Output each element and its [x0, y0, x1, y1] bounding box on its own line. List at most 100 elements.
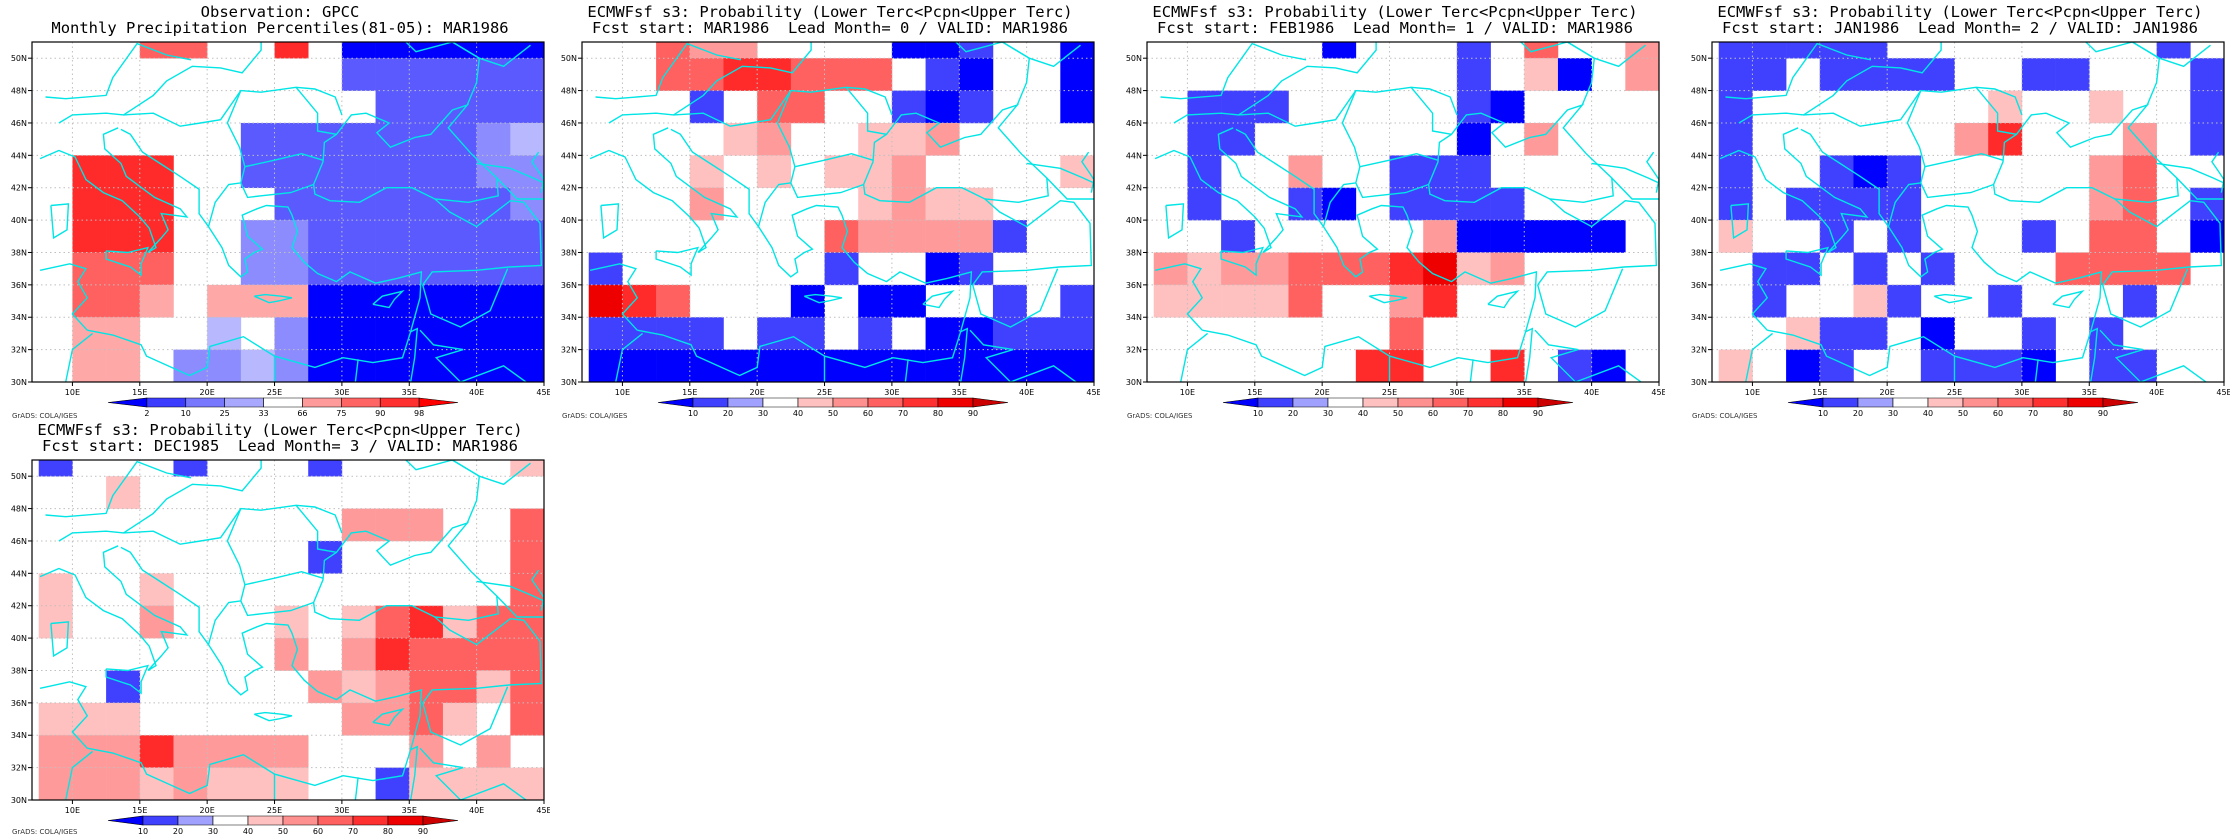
heatmap-cell [341, 508, 376, 542]
x-tick-label: 15E [132, 388, 147, 397]
y-tick-label: 32N [11, 346, 27, 355]
coastline [419, 747, 528, 800]
x-tick-label: 10E [615, 388, 630, 397]
map-forecast-lead1: 10E 15E 20E 25E 30E 35E 40E 45E 30N 32N 34N 36N 38N 4… [1126, 41, 1665, 418]
y-tick-label: 34N [11, 313, 27, 322]
map-frame [581, 41, 1095, 383]
heatmap-cell [1490, 252, 1525, 286]
heatmap-cell [1786, 252, 1821, 286]
x-tick-label: 35E [402, 806, 417, 815]
heatmap-cell [1752, 284, 1787, 318]
heatmap-cell [2089, 317, 2124, 350]
heatmap-cell [790, 317, 825, 350]
heatmap-cell [2089, 90, 2124, 124]
colorbar-swatch [422, 815, 459, 826]
heatmap-cell [38, 460, 73, 477]
coastline [419, 329, 528, 382]
colorbar-swatch [2032, 397, 2069, 408]
coastline [608, 86, 893, 127]
colorbar-swatch [224, 397, 264, 408]
heatmap-cell [858, 349, 893, 382]
heatmap-cell [824, 349, 859, 382]
colorbar-label: 80 [2063, 409, 2073, 418]
heatmap-cell [891, 122, 926, 156]
heatmap-cell [375, 252, 410, 286]
heatmap-cell [375, 90, 410, 124]
heatmap-cell [442, 284, 477, 318]
heatmap-cell [1752, 42, 1787, 59]
heatmap-cell [925, 42, 960, 59]
heatmap-cell [409, 735, 444, 768]
y-tick-label: 44N [1126, 151, 1142, 160]
heatmap-cell [1094, 285, 1100, 318]
heatmap-cell [106, 767, 141, 800]
colorbar-swatch [1962, 397, 1999, 408]
heatmap-cell [1988, 90, 2023, 124]
heatmap-cell [1659, 188, 1665, 221]
heatmap-cell [375, 187, 410, 221]
heatmap-cell [689, 317, 724, 350]
heatmap-cell [1887, 284, 1922, 318]
heatmap-cell [544, 91, 550, 124]
coastline [1537, 198, 1658, 286]
colorbar: 10 20 30 40 50 60 70 80 90 [1222, 397, 1574, 418]
heatmap-cell [1187, 155, 1222, 189]
heatmap-cell [1718, 349, 1753, 382]
x-tick-label: 45E [1651, 388, 1665, 397]
coastline [422, 686, 509, 746]
heatmap-cell [544, 155, 550, 188]
coastline [50, 203, 70, 240]
heatmap-cell [1456, 90, 1491, 124]
heatmap-cell [891, 284, 926, 318]
heatmap-cell [2055, 58, 2090, 91]
colorbar-label: 30 [1323, 409, 1333, 418]
heatmap-cell [1988, 284, 2023, 318]
heatmap-cell [1094, 58, 1100, 91]
x-tick-label: 30E [334, 806, 349, 815]
y-tick-label: 42N [1691, 184, 1707, 193]
heatmap-cell [442, 670, 477, 704]
coastline [1738, 86, 2023, 127]
heatmap-cell [341, 155, 376, 189]
heatmap-cell [341, 122, 376, 156]
y-tick-label: 46N [1691, 119, 1707, 128]
heatmap-cell [375, 42, 410, 59]
heatmap-cell [442, 702, 477, 736]
heatmap-cell [1322, 187, 1357, 221]
coastline [45, 460, 192, 518]
x-tick-label: 10E [1180, 388, 1195, 397]
heatmap-cell [442, 349, 477, 382]
coastline [2211, 151, 2224, 193]
coastline [1487, 290, 1520, 309]
coastline [969, 329, 1078, 382]
colorbar-swatch [972, 397, 1009, 408]
heatmap-cell [1355, 252, 1390, 286]
colorbar-swatch [1397, 397, 1434, 408]
coastline [1427, 103, 1614, 204]
y-tick-label: 40N [1126, 216, 1142, 225]
heatmap-cell [858, 284, 893, 318]
heatmap-cell [891, 90, 926, 124]
heatmap-cell [2224, 252, 2230, 285]
heatmap-cell [207, 349, 242, 382]
map-frame [31, 459, 545, 801]
colorbar-label: 70 [348, 827, 358, 836]
y-tick-label: 50N [11, 54, 27, 63]
heatmap-cell [409, 638, 444, 671]
y-tick-label: 30N [561, 378, 577, 387]
heatmap-cell [1423, 284, 1458, 318]
heatmap-cell [1060, 90, 1094, 124]
colorbar-swatch [379, 397, 420, 408]
y-tick-label: 42N [11, 602, 27, 611]
heatmap-cell [442, 638, 477, 671]
heatmap-cell [2089, 187, 2124, 221]
coastline [2156, 162, 2224, 184]
heatmap-cell [510, 284, 544, 318]
colorbar-swatch [341, 397, 381, 408]
heatmap-cell [274, 349, 309, 382]
heatmap-cell [1819, 220, 1854, 253]
colorbar-label: 70 [898, 409, 908, 418]
coastline [1160, 42, 1307, 100]
colorbar-label: 10 [688, 409, 698, 418]
heatmap-cell [1254, 252, 1289, 286]
